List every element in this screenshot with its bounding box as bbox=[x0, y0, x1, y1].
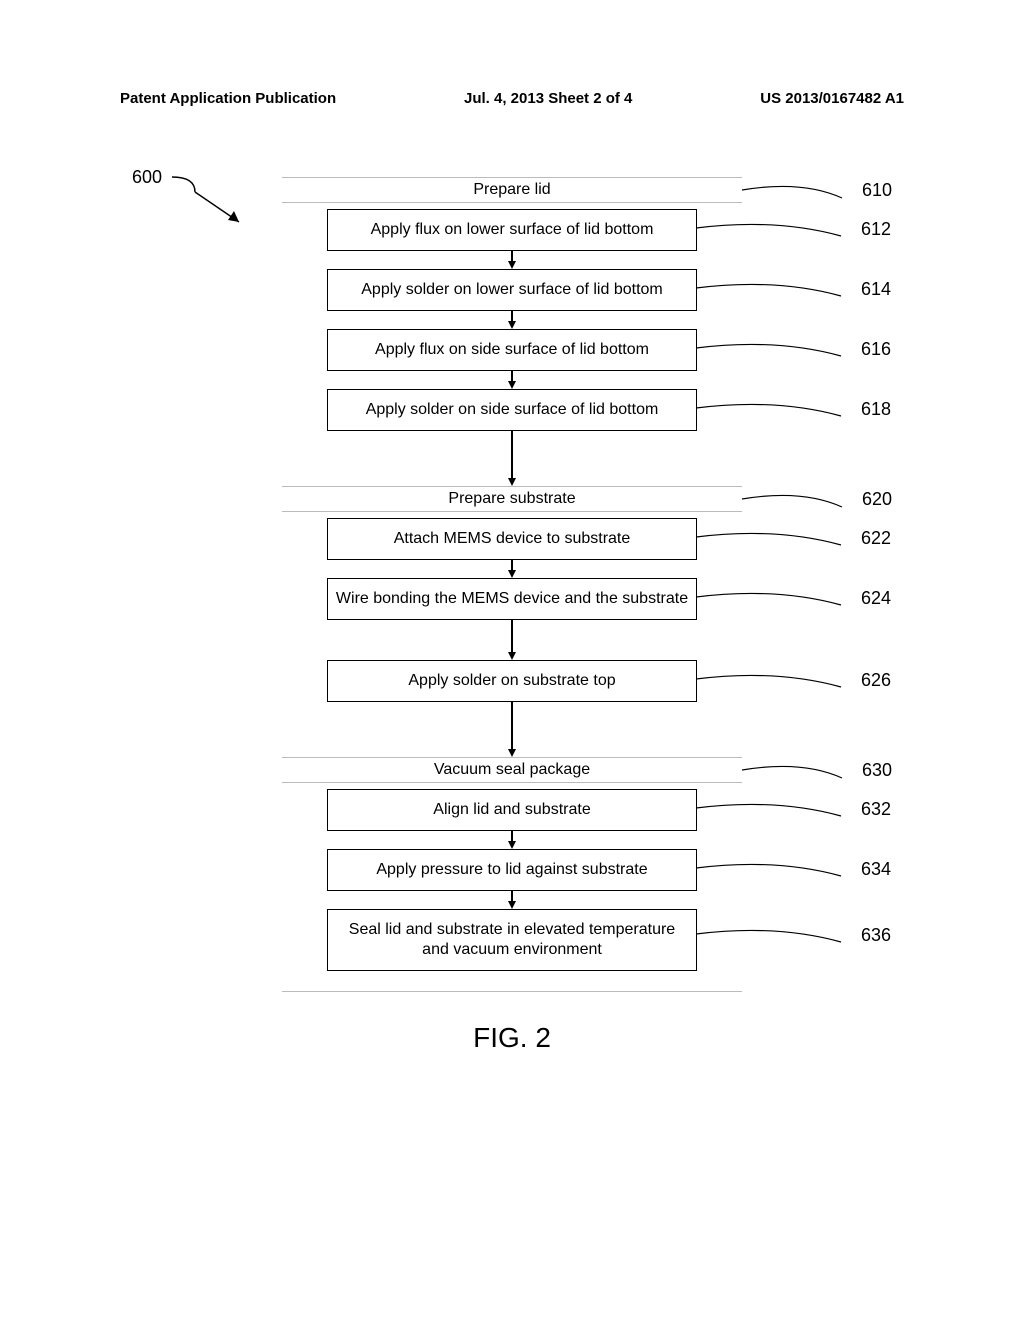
header-left: Patent Application Publication bbox=[120, 90, 336, 107]
step-text: Apply flux on lower surface of lid botto… bbox=[371, 221, 654, 238]
ref-label: 622 bbox=[861, 527, 891, 550]
flowchart-step: Seal lid and substrate in elevated tempe… bbox=[327, 909, 697, 971]
ref-label: 610 bbox=[862, 180, 892, 201]
leader-line-icon bbox=[696, 222, 851, 242]
leader-line-icon bbox=[742, 493, 852, 513]
leader-line-icon bbox=[696, 591, 851, 611]
step-text: Apply solder on substrate top bbox=[408, 672, 615, 689]
ref-label: 620 bbox=[862, 489, 892, 510]
leader-line-icon bbox=[696, 673, 851, 693]
ref-label: 636 bbox=[861, 924, 891, 947]
leader-line-icon bbox=[696, 802, 851, 822]
step-text: Apply solder on side surface of lid bott… bbox=[366, 401, 659, 418]
flowchart-step: Apply solder on lower surface of lid bot… bbox=[327, 269, 697, 311]
section-title: Vacuum seal package 630 bbox=[282, 757, 742, 783]
section-title-text: Vacuum seal package bbox=[434, 761, 590, 778]
leader-line-icon bbox=[696, 928, 851, 948]
section-title-text: Prepare substrate bbox=[448, 490, 575, 507]
step-text: Apply solder on lower surface of lid bot… bbox=[361, 281, 662, 298]
flowchart-step: Apply solder on side surface of lid bott… bbox=[327, 389, 697, 431]
flowchart-step: Apply pressure to lid against substrate … bbox=[327, 849, 697, 891]
ref-label: 634 bbox=[861, 858, 891, 881]
section-title-text: Prepare lid bbox=[473, 181, 550, 198]
ref-label: 616 bbox=[861, 338, 891, 361]
leader-line-icon bbox=[742, 764, 852, 784]
bottom-rule bbox=[282, 991, 742, 992]
header-right: US 2013/0167482 A1 bbox=[760, 90, 904, 107]
ref-label: 624 bbox=[861, 587, 891, 610]
start-arrow-icon bbox=[167, 167, 257, 232]
flowchart-step: Apply flux on lower surface of lid botto… bbox=[327, 209, 697, 251]
flowchart: 600 Prepare lid 610 Apply flux on lower … bbox=[152, 177, 872, 992]
figure-label: FIG. 2 bbox=[110, 1022, 914, 1054]
ref-label: 632 bbox=[861, 798, 891, 821]
flowchart-step: Align lid and substrate 632 bbox=[327, 789, 697, 831]
flowchart-step: Apply flux on side surface of lid bottom… bbox=[327, 329, 697, 371]
step-text: Apply flux on side surface of lid bottom bbox=[375, 341, 649, 358]
step-text: Attach MEMS device to substrate bbox=[394, 530, 631, 547]
ref-label: 630 bbox=[862, 760, 892, 781]
ref-label: 626 bbox=[861, 669, 891, 692]
leader-line-icon bbox=[696, 282, 851, 302]
flowchart-step: Apply solder on substrate top 626 bbox=[327, 660, 697, 702]
flowchart-step: Wire bonding the MEMS device and the sub… bbox=[327, 578, 697, 620]
leader-line-icon bbox=[742, 184, 852, 204]
step-text: Seal lid and substrate in elevated tempe… bbox=[349, 921, 675, 958]
leader-line-icon bbox=[696, 862, 851, 882]
step-text: Apply pressure to lid against substrate bbox=[376, 861, 647, 878]
section-title: Prepare substrate 620 bbox=[282, 486, 742, 512]
leader-line-icon bbox=[696, 531, 851, 551]
leader-line-icon bbox=[696, 402, 851, 422]
flowchart-step: Attach MEMS device to substrate 622 bbox=[327, 518, 697, 560]
step-text: Align lid and substrate bbox=[433, 801, 590, 818]
section-title: Prepare lid 610 bbox=[282, 177, 742, 203]
leader-line-icon bbox=[696, 342, 851, 362]
page-header: Patent Application Publication Jul. 4, 2… bbox=[110, 90, 914, 107]
ref-label: 614 bbox=[861, 278, 891, 301]
ref-label: 618 bbox=[861, 398, 891, 421]
ref-label: 612 bbox=[861, 218, 891, 241]
step-text: Wire bonding the MEMS device and the sub… bbox=[336, 590, 688, 607]
ref-start: 600 bbox=[132, 167, 162, 188]
header-center: Jul. 4, 2013 Sheet 2 of 4 bbox=[464, 90, 632, 107]
